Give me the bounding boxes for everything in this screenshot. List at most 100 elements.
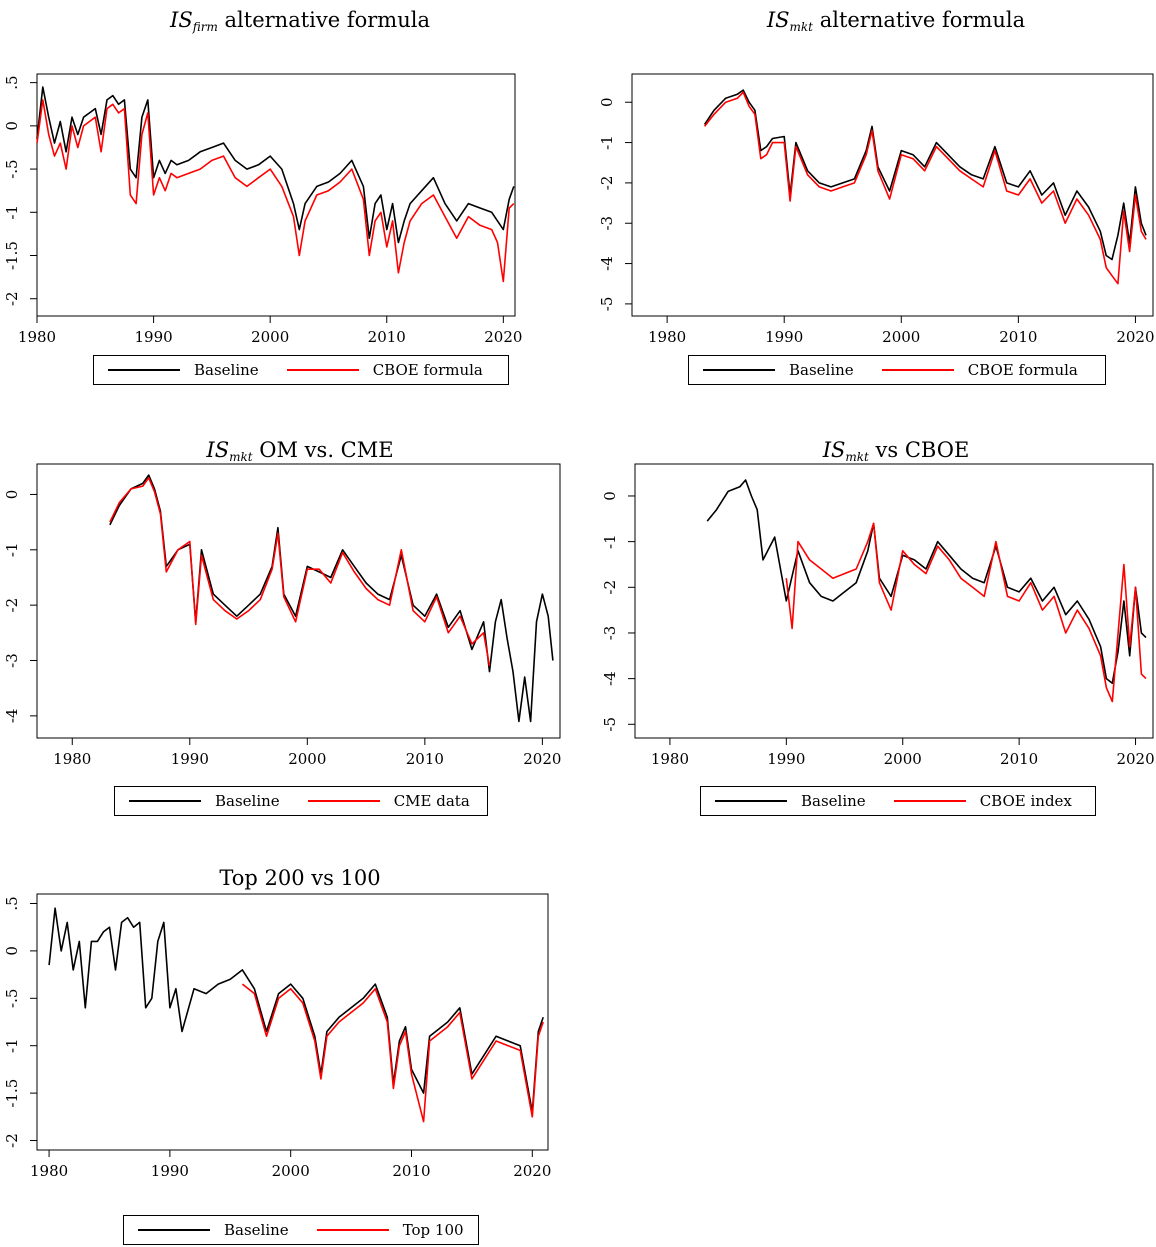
x-tick-label: 1990 (767, 750, 805, 768)
chart-title-5-main: Top 200 vs 100 (219, 866, 381, 890)
chart-legend-4: Baseline CBOE index (700, 786, 1096, 816)
x-tick-label: 2000 (288, 750, 326, 768)
y-tick-label: -2 (598, 176, 616, 191)
series-line-alternative (703, 91, 1147, 285)
y-tick-label: 0 (3, 490, 21, 500)
y-tick-label: .5 (3, 896, 21, 910)
y-tick-label: -3 (601, 626, 619, 641)
legend-swatch-alt (307, 800, 380, 802)
legend-label-alt: CME data (393, 792, 470, 810)
chart-title-3-main: IS (206, 438, 230, 462)
legend-swatch-alt (881, 369, 954, 371)
y-tick-label: -.5 (3, 159, 21, 178)
legend-label-alt: Top 100 (402, 1221, 464, 1239)
y-tick-label: -1 (3, 205, 21, 220)
chart-legend-2: Baseline CBOE formula (688, 355, 1106, 385)
legend-swatch-alt (893, 800, 966, 802)
y-tick-label: -5 (601, 717, 619, 732)
y-tick-label: -5 (598, 297, 616, 312)
legend-swatch-baseline (715, 800, 787, 802)
y-tick-label: -2 (3, 291, 21, 306)
y-tick-label: 0 (3, 946, 21, 956)
plot-frame (36, 463, 561, 739)
chart-legend-5: Baseline Top 100 (123, 1215, 479, 1245)
x-tick-label: 2000 (251, 328, 289, 346)
y-tick-label: -2 (3, 1133, 21, 1148)
legend-swatch-baseline (129, 800, 201, 802)
x-tick-label: 1990 (765, 328, 803, 346)
chart-title-3-sub: mkt (229, 450, 253, 464)
x-tick-label: 2020 (523, 750, 561, 768)
x-tick-label: 2010 (999, 328, 1037, 346)
series-line-alternative (109, 477, 491, 667)
plot-frame (631, 73, 1154, 317)
x-tick-label: 2010 (1000, 750, 1038, 768)
chart-5-svg: 1980 1990 2000 2010 2020 .5 0 -.5 -1 -1.5 -2 (3, 893, 551, 1180)
x-tick-label: 2020 (513, 1162, 551, 1180)
legend-swatch-alt (316, 1229, 389, 1231)
y-tick-label: -3 (598, 216, 616, 231)
chart-title-2-main: IS (766, 8, 790, 32)
plot-frame (36, 73, 516, 317)
chart-legend-3: Baseline CME data (114, 786, 488, 816)
chart-title-1-main: IS (170, 8, 193, 32)
chart-title-3-rest: OM vs. CME (259, 438, 394, 462)
y-tick-label: -1 (601, 534, 619, 549)
chart-1-svg: 1980 1990 2000 2010 2020 .5 0 -.5 -1 -1.5 -2 (3, 73, 522, 346)
x-tick-label: 1980 (53, 750, 91, 768)
chart-3-svg: 1980 1990 2000 2010 2020 0 -1 -2 -3 -4 (3, 463, 561, 768)
x-tick-label: 2020 (1116, 328, 1154, 346)
x-tick-label: 2010 (406, 750, 444, 768)
legend-swatch-alt (286, 369, 359, 371)
chart-4-svg: 1980 1990 2000 2010 2020 0 -1 -2 -3 -4 -5 (601, 463, 1155, 768)
chart-title-4-rest: vs CBOE (875, 438, 970, 462)
chart-title-4-sub: mkt (845, 450, 869, 464)
y-tick-label: -4 (3, 709, 21, 724)
y-tick-label: -2 (3, 598, 21, 613)
chart-title-1: ISfirm alternative formula (40, 8, 560, 39)
y-tick-label: -1 (3, 1038, 21, 1053)
series-line-baseline (706, 479, 1147, 684)
plot-frame (36, 893, 549, 1151)
x-tick-label: 2000 (882, 328, 920, 346)
y-tick-label: 0 (601, 491, 619, 501)
chart-title-4-main: IS (822, 438, 846, 462)
x-tick-label: 2010 (368, 328, 406, 346)
legend-label-alt: CBOE formula (372, 361, 483, 379)
x-tick-label: 1990 (151, 1162, 189, 1180)
chart-2-svg: 1980 1990 2000 2010 2020 0 -1 -2 -3 -4 -5 (598, 73, 1155, 346)
legend-label-baseline: Baseline (194, 361, 259, 379)
series-line-alternative (785, 522, 1147, 703)
x-tick-label: 1990 (134, 328, 172, 346)
chart-legend-1: Baseline CBOE formula (93, 355, 509, 385)
y-tick-label: -1.5 (3, 241, 21, 270)
legend-label-baseline: Baseline (215, 792, 280, 810)
series-line-alternative (241, 983, 544, 1123)
y-tick-label: -.5 (3, 989, 21, 1008)
legend-label-baseline: Baseline (789, 361, 854, 379)
chart-title-2-rest: alternative formula (819, 8, 1026, 32)
chart-title-2: ISmkt alternative formula (636, 8, 1156, 39)
chart-title-1-sub: firm (192, 20, 218, 34)
y-tick-label: -1 (3, 542, 21, 557)
x-tick-label: 1990 (171, 750, 209, 768)
y-tick-label: -4 (598, 256, 616, 271)
y-tick-label: -2 (601, 580, 619, 595)
legend-label-alt: CBOE index (979, 792, 1072, 810)
x-tick-label: 2000 (884, 750, 922, 768)
legend-swatch-baseline (703, 369, 775, 371)
x-tick-label: 2010 (392, 1162, 430, 1180)
y-tick-label: -1.5 (3, 1079, 21, 1108)
legend-swatch-baseline (138, 1229, 210, 1231)
legend-swatch-baseline (108, 369, 180, 371)
y-tick-label: 0 (3, 121, 21, 131)
legend-label-baseline: Baseline (801, 792, 866, 810)
series-line-alternative (36, 99, 515, 283)
x-tick-label: 2020 (1116, 750, 1154, 768)
chart-title-1-rest: alternative formula (224, 8, 430, 32)
legend-label-alt: CBOE formula (967, 361, 1078, 379)
y-tick-label: -1 (598, 135, 616, 150)
y-tick-label: .5 (3, 75, 21, 89)
chart-title-3: ISmkt OM vs. CME (40, 438, 560, 469)
plot-frame (634, 463, 1154, 739)
